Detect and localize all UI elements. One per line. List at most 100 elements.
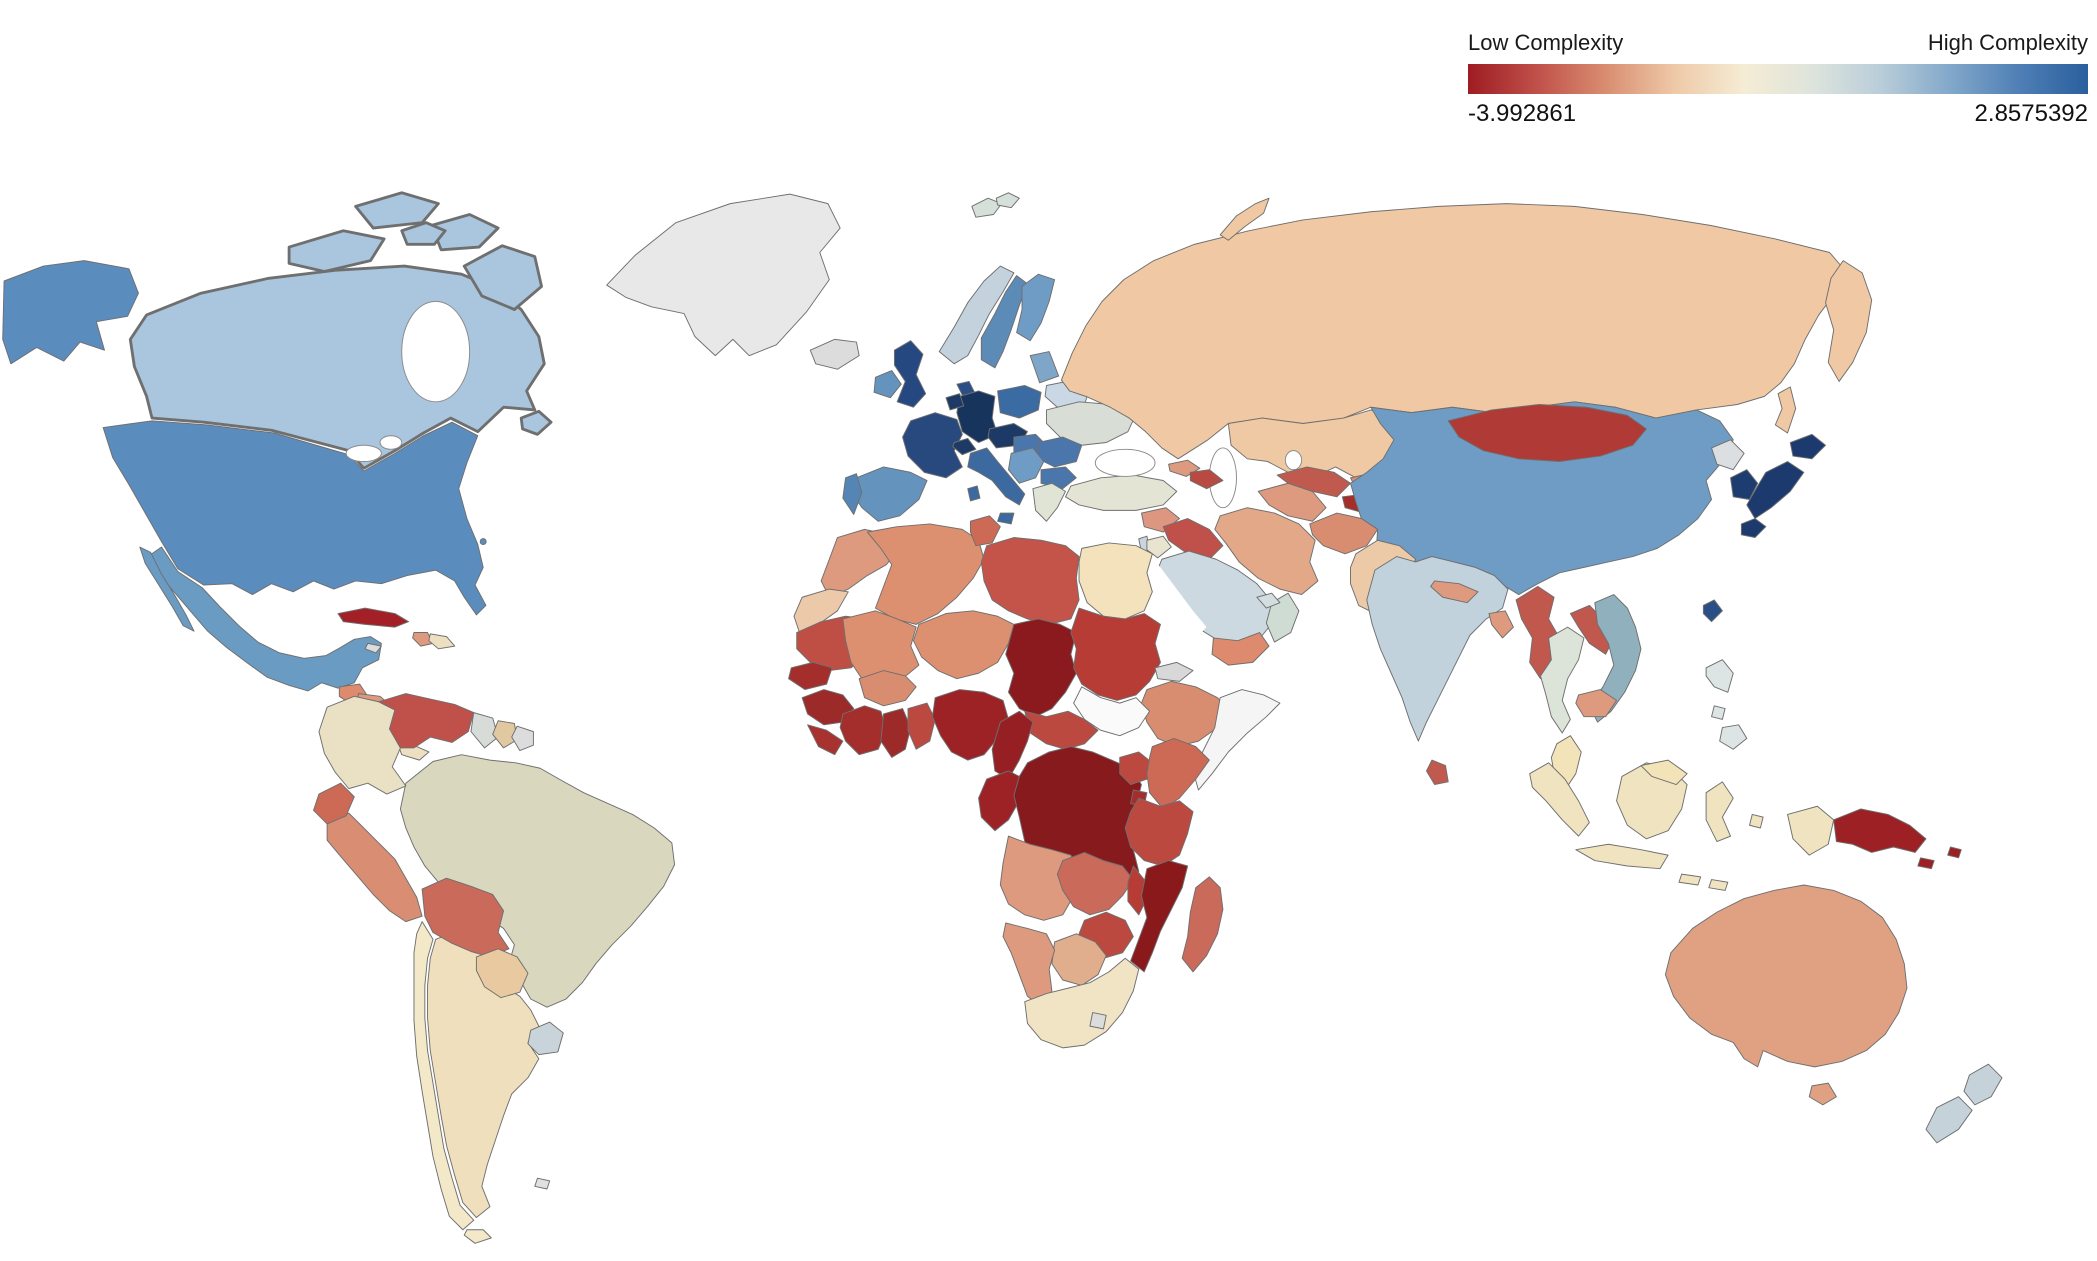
country-north-korea[interactable] <box>1711 439 1745 471</box>
country-paraguay[interactable] <box>475 948 529 999</box>
country-canada[interactable] <box>287 229 386 273</box>
country-iraq[interactable] <box>1162 518 1224 560</box>
country-mali[interactable] <box>842 610 920 685</box>
country-russia[interactable] <box>1825 260 1873 382</box>
country-vietnam[interactable] <box>1588 594 1642 723</box>
country-central-african-republic[interactable] <box>1024 710 1099 750</box>
country-indonesia[interactable] <box>1678 873 1702 886</box>
country-uae[interactable] <box>1256 592 1281 609</box>
country-indonesia[interactable] <box>1787 805 1835 856</box>
country-venezuela[interactable] <box>378 693 475 749</box>
country-afghanistan[interactable] <box>1309 512 1379 555</box>
country-italy[interactable] <box>997 512 1015 525</box>
country-algeria[interactable] <box>866 523 985 625</box>
country-mexico[interactable] <box>147 546 382 692</box>
country-canada[interactable] <box>462 244 543 311</box>
country-jordan[interactable] <box>1146 535 1172 559</box>
country-canada[interactable] <box>430 213 500 252</box>
country-japan[interactable] <box>1789 433 1827 460</box>
country-indonesia[interactable] <box>1749 813 1764 829</box>
country-finland[interactable] <box>1016 273 1056 342</box>
country-chad[interactable] <box>1005 618 1077 718</box>
country-china[interactable] <box>1350 401 1734 596</box>
country-azerbaijan[interactable] <box>1189 469 1224 490</box>
country-indonesia[interactable] <box>1705 781 1734 843</box>
country-cote-divoire[interactable] <box>839 705 887 756</box>
country-japan[interactable] <box>1740 518 1767 539</box>
country-botswana[interactable] <box>1051 933 1107 986</box>
country-lesotho[interactable] <box>1089 1012 1107 1030</box>
country-western-sahara[interactable] <box>793 588 849 634</box>
country-iceland[interactable] <box>809 338 860 370</box>
country-nepal[interactable] <box>1430 580 1479 604</box>
country-cambodia[interactable] <box>1575 689 1617 718</box>
country-bangladesh[interactable] <box>1488 610 1514 639</box>
country-ghana[interactable] <box>880 708 912 758</box>
country-libya[interactable] <box>980 537 1080 625</box>
country-russia[interactable] <box>1060 203 1847 460</box>
country-new-zealand[interactable] <box>1963 1063 2003 1106</box>
country-tunisia[interactable] <box>969 515 1001 547</box>
country-bolivia[interactable] <box>421 877 510 958</box>
country-svalbard[interactable] <box>971 197 1003 218</box>
country-norway[interactable] <box>938 265 1015 365</box>
country-italy[interactable] <box>967 447 1026 506</box>
country-cuba[interactable] <box>337 607 410 628</box>
country-philippines[interactable] <box>1711 705 1726 720</box>
country-australia[interactable] <box>1808 1082 1837 1106</box>
country-indonesia[interactable] <box>1575 843 1669 870</box>
country-sri-lanka[interactable] <box>1426 759 1449 786</box>
country-peru[interactable] <box>326 812 423 923</box>
country-south-sudan[interactable] <box>1073 686 1151 737</box>
country-niger[interactable] <box>912 610 1015 680</box>
country-falkland-islands[interactable] <box>534 1177 551 1190</box>
country-taiwan[interactable] <box>1702 599 1723 623</box>
country-nigeria[interactable] <box>931 689 1009 761</box>
country-french-guiana[interactable] <box>511 725 534 752</box>
country-usa[interactable] <box>479 538 487 546</box>
country-australia[interactable] <box>1664 884 1908 1068</box>
country-sweden[interactable] <box>980 275 1028 369</box>
country-usa[interactable] <box>2 260 139 365</box>
country-greece[interactable] <box>1032 482 1066 522</box>
country-ecuador[interactable] <box>313 782 355 825</box>
country-france[interactable] <box>902 412 963 479</box>
country-greenland[interactable] <box>606 193 841 357</box>
country-chile[interactable] <box>463 1229 492 1244</box>
country-united-kingdom[interactable] <box>893 340 927 408</box>
country-russia[interactable] <box>1774 386 1797 434</box>
country-angola[interactable] <box>999 835 1080 921</box>
country-canada[interactable] <box>354 191 440 230</box>
country-bulgaria[interactable] <box>1040 466 1077 490</box>
country-ethiopia[interactable] <box>1140 680 1232 748</box>
country-togo-benin[interactable] <box>907 702 936 750</box>
country-uzbekistan[interactable] <box>1276 466 1351 498</box>
country-canada[interactable] <box>400 221 447 246</box>
country-madagascar[interactable] <box>1181 876 1224 973</box>
country-switzerland[interactable] <box>952 437 977 456</box>
country-jamaica[interactable] <box>364 642 382 654</box>
country-sierra-leone-liberia[interactable] <box>807 724 844 756</box>
country-svalbard[interactable] <box>995 192 1020 209</box>
country-south-korea[interactable] <box>1730 469 1759 500</box>
country-uruguay[interactable] <box>527 1021 564 1056</box>
country-colombia[interactable] <box>318 695 407 795</box>
country-haiti[interactable] <box>412 632 434 647</box>
country-mexico[interactable] <box>139 546 195 632</box>
country-mongolia[interactable] <box>1447 404 1647 462</box>
country-senegal[interactable] <box>788 661 833 691</box>
country-ukraine[interactable] <box>1045 401 1137 446</box>
country-new-zealand[interactable] <box>1925 1096 1973 1144</box>
country-zambia[interactable] <box>1056 851 1134 916</box>
country-chile[interactable] <box>413 921 475 1231</box>
country-iran[interactable] <box>1214 507 1319 596</box>
country-sudan[interactable] <box>1070 607 1161 701</box>
country-baltic-states[interactable] <box>1029 351 1060 384</box>
country-russia[interactable] <box>1219 197 1270 241</box>
country-canada[interactable] <box>519 409 553 436</box>
country-kenya[interactable] <box>1146 737 1210 810</box>
country-oman[interactable] <box>1265 592 1300 643</box>
country-cameroon[interactable] <box>991 710 1034 780</box>
country-egypt[interactable] <box>1078 542 1153 620</box>
country-spain[interactable] <box>850 466 928 522</box>
